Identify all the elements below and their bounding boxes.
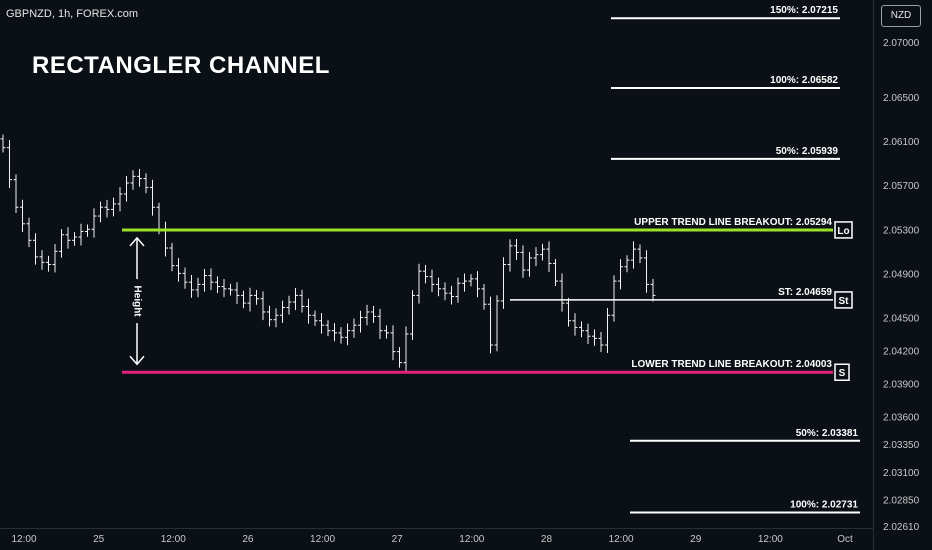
level-badge-box bbox=[834, 363, 850, 381]
level-label: LOWER TREND LINE BREAKOUT: 2.04003 bbox=[631, 359, 832, 370]
y-tick-label: 2.03600 bbox=[883, 413, 920, 424]
x-tick-label: 12:00 bbox=[609, 534, 634, 545]
level-lines: 150%: 2.07215 100%: 2.06582 50%: 2.05939 UP… bbox=[122, 5, 860, 514]
time-axis-divider bbox=[0, 528, 873, 529]
x-tick-label: 12:00 bbox=[11, 534, 36, 545]
height-label-bg bbox=[130, 279, 144, 324]
chart-title: RECTANGLER CHANNEL bbox=[32, 52, 330, 79]
time-axis[interactable]: 12:00 25 12:00 26 12:00 27 12:00 28 12:00 29 12:00… bbox=[11, 534, 853, 545]
level-badge: St bbox=[839, 296, 850, 307]
y-tick-label: 2.04900 bbox=[883, 269, 920, 280]
y-tick-label: 2.04500 bbox=[883, 313, 920, 324]
y-tick-label: 2.05300 bbox=[883, 225, 920, 236]
currency-badge[interactable]: NZD bbox=[881, 5, 921, 27]
x-tick-label: 27 bbox=[392, 534, 404, 545]
x-tick-label: 12:00 bbox=[161, 534, 186, 545]
price-axis[interactable]: 2.07000 2.06500 2.06100 2.05700 2.05300 2.049… bbox=[883, 38, 920, 533]
x-tick-label: 12:00 bbox=[459, 534, 484, 545]
candlestick-series bbox=[0, 134, 656, 372]
x-tick-label: 12:00 bbox=[758, 534, 783, 545]
level-badge-box bbox=[834, 291, 853, 309]
symbol-label[interactable]: GBPNZD, 1h, FOREX.com bbox=[6, 8, 139, 20]
x-tick-label: 25 bbox=[93, 534, 105, 545]
height-arrow-head-top bbox=[129, 236, 145, 247]
level-badge-box bbox=[834, 221, 853, 239]
height-arrow: Height bbox=[129, 236, 145, 366]
y-tick-label: 2.05700 bbox=[883, 181, 920, 192]
y-tick-label: 2.02850 bbox=[883, 495, 920, 506]
x-tick-label: 29 bbox=[690, 534, 702, 545]
level-label: UPPER TREND LINE BREAKOUT: 2.05294 bbox=[634, 217, 832, 228]
level-label: 100%: 2.06582 bbox=[770, 75, 838, 86]
price-axis-divider bbox=[873, 0, 874, 550]
x-tick-label: 12:00 bbox=[310, 534, 335, 545]
y-tick-label: 2.03100 bbox=[883, 468, 920, 479]
y-tick-label: 2.04200 bbox=[883, 347, 920, 358]
y-tick-label: 2.03350 bbox=[883, 440, 920, 451]
level-badge: S bbox=[839, 368, 846, 379]
level-label: 150%: 2.07215 bbox=[770, 5, 838, 16]
y-tick-label: 2.06100 bbox=[883, 137, 920, 148]
y-tick-label: 2.06500 bbox=[883, 93, 920, 104]
x-tick-label: 26 bbox=[242, 534, 254, 545]
x-tick-label: 28 bbox=[541, 534, 553, 545]
level-label: ST: 2.04659 bbox=[778, 287, 832, 298]
level-label: 50%: 2.03381 bbox=[796, 428, 859, 439]
level-badge: Lo bbox=[837, 226, 849, 237]
level-label: 50%: 2.05939 bbox=[776, 146, 839, 157]
x-tick-label: Oct bbox=[837, 534, 853, 545]
level-label: 100%: 2.02731 bbox=[790, 499, 858, 510]
y-tick-label: 2.07000 bbox=[883, 38, 920, 49]
height-arrow-head-bottom bbox=[129, 355, 145, 366]
y-tick-label: 2.03900 bbox=[883, 380, 920, 391]
y-tick-label: 2.02610 bbox=[883, 522, 920, 533]
height-label: Height bbox=[131, 286, 142, 318]
